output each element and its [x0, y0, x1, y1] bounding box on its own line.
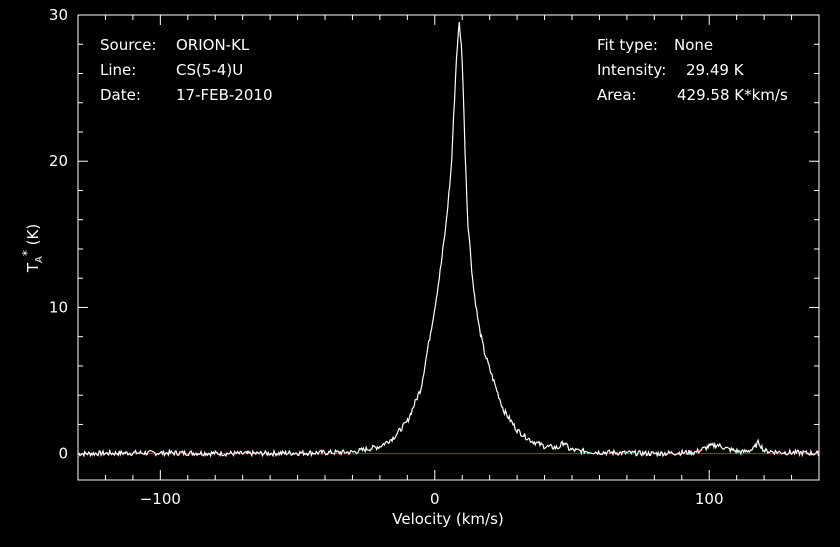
y-tick-label: 10	[49, 298, 68, 316]
y-tick-label: 30	[49, 6, 68, 24]
source-label: Source:	[100, 36, 157, 54]
intensity-value: 29.49 K	[686, 61, 744, 79]
y-tick-label: 20	[49, 152, 68, 170]
x-axis-label: Velocity (km/s)	[392, 510, 503, 528]
spectrum-line	[77, 22, 820, 458]
y-tick-label: 0	[58, 445, 68, 463]
intensity-label: Intensity:	[597, 61, 667, 79]
date-label: Date:	[100, 86, 141, 104]
x-tick-label: −100	[140, 490, 181, 508]
area-label: Area:	[597, 86, 637, 104]
source-value: ORION-KL	[176, 36, 250, 54]
fit-type-label: Fit type:	[597, 36, 658, 54]
area-value: 429.58 K*km/s	[677, 86, 788, 104]
x-tick-label: 0	[430, 490, 440, 508]
date-value: 17-FEB-2010	[176, 86, 273, 104]
x-tick-label: 100	[695, 490, 724, 508]
line-value: CS(5-4)U	[176, 61, 244, 79]
plot-frame	[77, 14, 820, 481]
y-axis-label: TA* (K)	[20, 224, 45, 273]
line-label: Line:	[100, 61, 137, 79]
axis-ticks: −100 0 100 0 10 20 30	[49, 6, 820, 508]
fit-type-value: None	[674, 36, 714, 54]
